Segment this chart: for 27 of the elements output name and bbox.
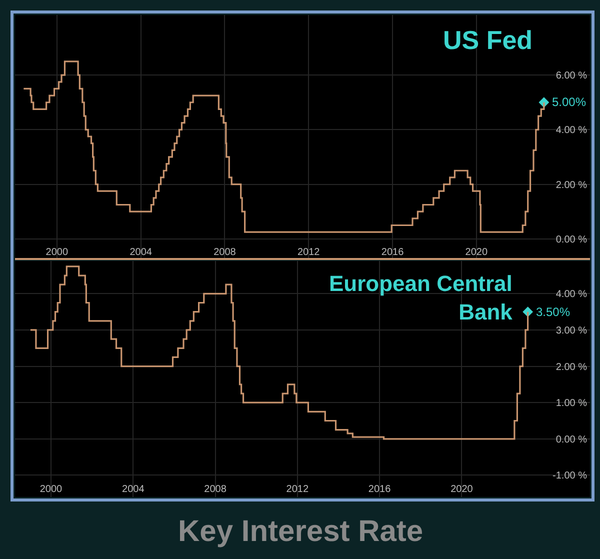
y-tick-label: 2.00 %: [556, 362, 588, 373]
chart-title: US Fed: [443, 25, 533, 55]
x-tick-label: 2004: [122, 484, 145, 495]
x-tick-label: 2016: [381, 247, 404, 258]
text: European Central Bank: [329, 271, 514, 325]
x-tick-label: 2000: [46, 247, 68, 258]
x-tick-label: 2008: [214, 247, 236, 258]
x-tick-label: 2020: [450, 484, 474, 495]
y-tick-label: 4.00 %: [556, 125, 588, 136]
y-tick-label: 2.00 %: [556, 180, 588, 191]
x-tick-label: 2004: [130, 247, 152, 258]
x-tick-label: 2000: [40, 484, 63, 495]
x-tick-label: 2016: [368, 484, 392, 495]
y-tick-label: 0.00 %: [556, 234, 588, 246]
x-tick-label: 2012: [297, 247, 320, 258]
x-tick-label: 2012: [286, 484, 309, 495]
annotation: 5.00%: [552, 95, 586, 109]
annotation: 3.50%: [536, 305, 570, 319]
y-tick-label: 0.00 %: [556, 434, 588, 446]
y-tick-label: 4.00 %: [556, 289, 588, 300]
y-tick-label: 3.00 %: [556, 325, 588, 336]
y-tick-label: 6.00 %: [556, 70, 588, 82]
y-tick-label: -1.00 %: [552, 470, 588, 482]
text: Key Interest Rate: [178, 515, 424, 548]
x-tick-label: 2020: [465, 247, 488, 258]
x-tick-label: 2008: [204, 484, 227, 495]
y-tick-label: 1.00 %: [556, 398, 588, 410]
